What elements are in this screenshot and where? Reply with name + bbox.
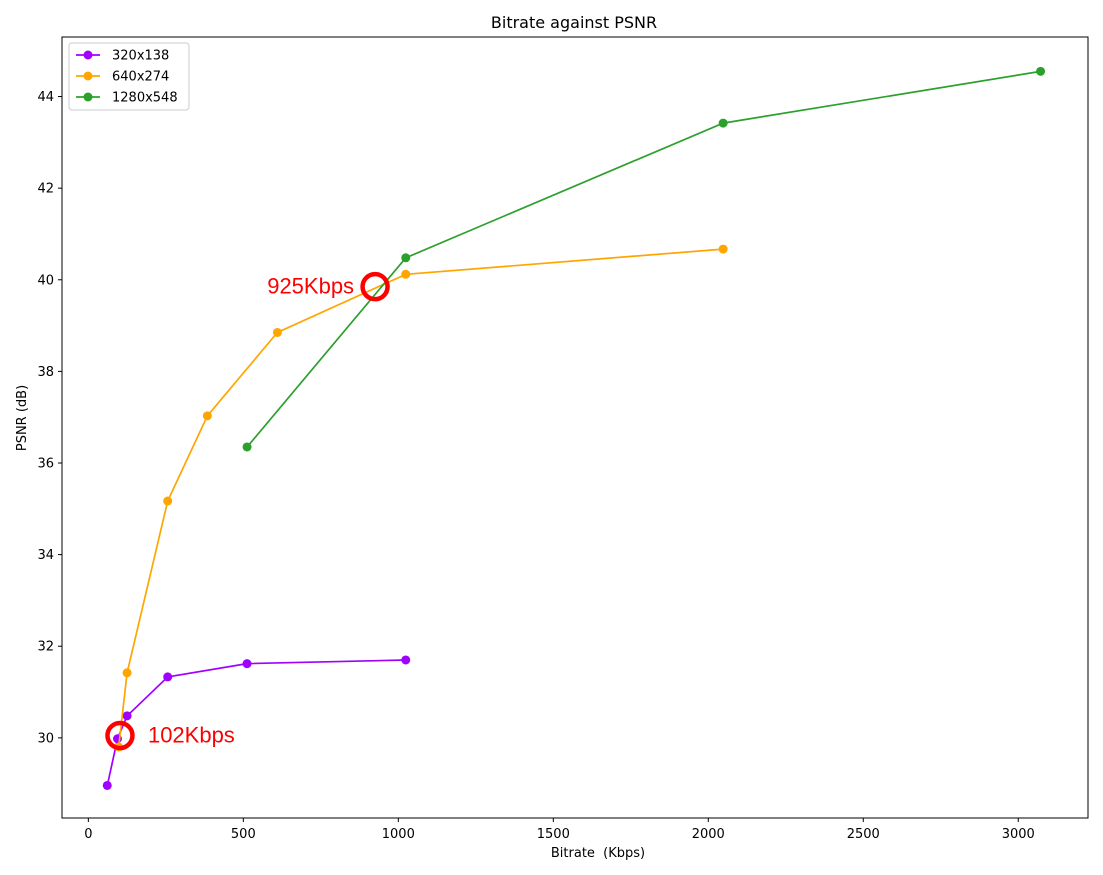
y-axis-label: PSNR (dB)	[15, 385, 30, 451]
data-point-320x138-3	[163, 672, 173, 682]
y-tick-label-36: 36	[37, 457, 54, 472]
y-tick-label-38: 38	[37, 365, 54, 380]
legend-label-1280x548: 1280x548	[112, 91, 178, 106]
data-point-640x274-3	[202, 411, 212, 421]
y-tick-label-44: 44	[37, 90, 54, 105]
data-point-320x138-5	[401, 655, 411, 665]
data-point-640x274-4	[272, 327, 282, 337]
annotation-circle-102kbps	[105, 720, 135, 751]
y-tick-label-30: 30	[37, 731, 54, 746]
data-point-320x138-0	[102, 780, 112, 790]
y-axis: 30 32 34 36 38 40 42 44	[37, 90, 62, 746]
data-point-640x274-2	[163, 496, 173, 506]
data-point-640x274-1	[122, 668, 132, 678]
x-tick-label-2000: 2000	[692, 827, 725, 842]
data-point-320x138-2	[122, 711, 132, 721]
y-tick-label-34: 34	[37, 548, 54, 563]
chart-title: Bitrate against PSNR	[491, 13, 657, 32]
x-tick-label-500: 500	[231, 827, 256, 842]
legend: 320x138 640x274 1280x548	[68, 42, 190, 111]
series-line-1280x548	[246, 70, 1041, 448]
annotation-label-925kbps: 925Kbps	[267, 274, 354, 299]
data-point-1280x548-1	[401, 253, 411, 263]
data-point-640x274-5	[401, 269, 411, 279]
data-point-320x138-4	[242, 659, 252, 669]
x-tick-label-3000: 3000	[1002, 827, 1035, 842]
plot-area	[102, 66, 1046, 790]
legend-marker-320x138	[83, 50, 93, 60]
legend-marker-1280x548	[83, 92, 93, 102]
legend-item-320x138: 320x138	[76, 49, 169, 64]
annotation-label-102kbps: 102Kbps	[148, 723, 235, 748]
y-tick-label-32: 32	[37, 640, 54, 655]
plot-frame	[61, 36, 1089, 819]
legend-label-640x274: 640x274	[112, 70, 169, 85]
data-point-640x274-6	[718, 244, 728, 254]
y-tick-label-40: 40	[37, 273, 54, 288]
legend-item-640x274: 640x274	[76, 70, 169, 85]
x-tick-label-1500: 1500	[537, 827, 570, 842]
x-tick-label-0: 0	[84, 827, 92, 842]
annotation-circle-925kbps	[360, 271, 390, 302]
x-axis-label: Bitrate (Kbps)	[551, 846, 645, 861]
annotations: 925Kbps 102Kbps	[105, 271, 390, 751]
legend-marker-640x274	[83, 71, 93, 81]
data-point-1280x548-0	[242, 442, 252, 452]
x-tick-label-1000: 1000	[382, 827, 415, 842]
legend-item-1280x548: 1280x548	[76, 91, 178, 106]
data-point-1280x548-2	[718, 118, 728, 128]
legend-box	[68, 42, 190, 111]
series-1280x548	[242, 66, 1046, 452]
data-point-1280x548-3	[1036, 66, 1046, 76]
y-tick-label-42: 42	[37, 182, 54, 197]
x-tick-label-2500: 2500	[847, 827, 880, 842]
legend-label-320x138: 320x138	[112, 49, 169, 64]
x-axis: 0 500 1000 1500 2000 2500 3000	[84, 818, 1035, 842]
